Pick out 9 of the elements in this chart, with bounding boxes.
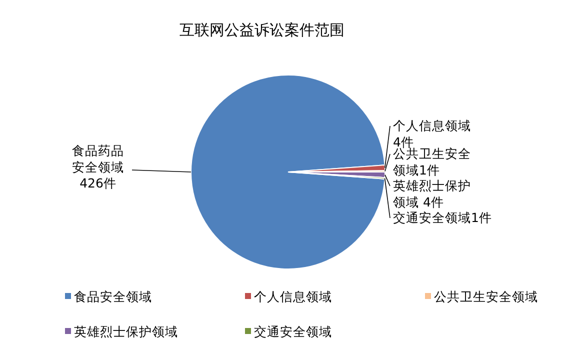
legend-label: 交通安全领域 bbox=[254, 324, 332, 339]
data-label: 英雄烈士保护领域 4件 bbox=[393, 178, 471, 210]
data-label: 食品药品安全领域426件 bbox=[72, 143, 124, 190]
legend-label: 个人信息领域 bbox=[254, 289, 332, 304]
legend-label: 英雄烈士保护领域 bbox=[74, 324, 178, 339]
legend-label: 公共卫生安全领域 bbox=[434, 289, 538, 304]
legend-label: 食品安全领域 bbox=[74, 289, 152, 304]
data-label: 交通安全领域1件 bbox=[393, 210, 492, 225]
chart-title: 互联网公益诉讼案件范围 bbox=[180, 21, 344, 39]
